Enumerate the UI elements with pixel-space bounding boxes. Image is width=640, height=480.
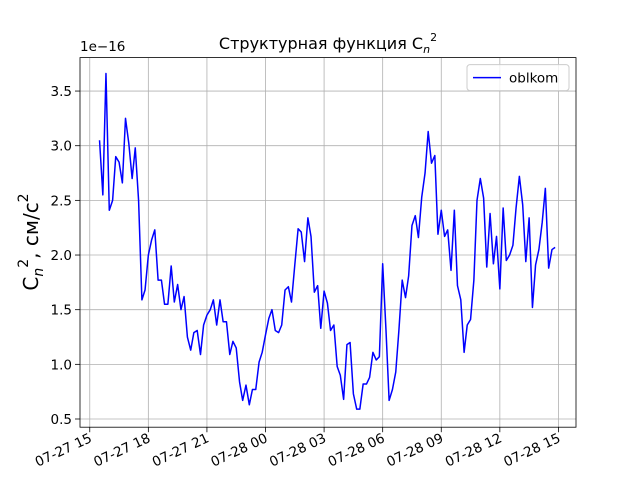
y-tick-label: 2.5 [51,193,72,209]
title-sub: n [423,43,430,56]
title-text: Структурная функция C [219,34,423,53]
y-axis-label: Cn2, см/с2 [16,193,47,290]
y-tick-label: 1.0 [51,357,72,373]
title-sup: 2 [430,31,437,44]
legend-box [466,64,570,92]
y-label-sub: n [31,268,47,277]
chart-title: Структурная функция Cn2 [219,31,437,56]
y-label-rest-sup: 2 [16,193,32,202]
y-tick-label: 3.0 [51,139,72,155]
y-tick-label: 1.5 [51,303,72,319]
y-label-text: C [19,277,43,291]
y-tick-label: 3.5 [51,84,72,100]
y-offset-label: 1e−16 [80,39,125,55]
legend-label: oblkom [509,71,558,87]
plot-frame [79,57,577,428]
y-label-rest: , см/с [19,202,43,259]
y-label-sup: 2 [16,259,32,268]
data-line [98,72,556,410]
y-tick-label: 0.5 [51,412,72,428]
y-tick-label: 2.0 [51,248,72,264]
